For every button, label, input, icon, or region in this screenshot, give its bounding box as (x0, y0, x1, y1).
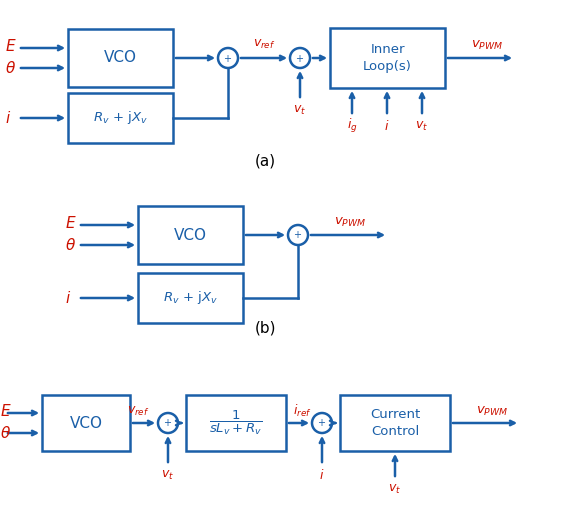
Text: $\theta$: $\theta$ (0, 425, 11, 441)
Circle shape (158, 413, 178, 433)
Text: $R_v$ + j$X_v$: $R_v$ + j$X_v$ (93, 109, 148, 127)
Text: $R_v$ + j$X_v$: $R_v$ + j$X_v$ (163, 289, 218, 306)
Text: Inner
Loop(s): Inner Loop(s) (363, 43, 412, 73)
Text: (a): (a) (254, 153, 275, 168)
Text: $+$: $+$ (224, 52, 232, 64)
Text: $i$: $i$ (5, 110, 11, 126)
Circle shape (290, 48, 310, 68)
Text: $E$: $E$ (5, 38, 17, 54)
Bar (68, 93, 173, 143)
Text: $\theta$: $\theta$ (65, 237, 76, 253)
Text: $i_g$: $i_g$ (347, 117, 357, 135)
Text: $\dfrac{1}{sL_v+R_v}$: $\dfrac{1}{sL_v+R_v}$ (209, 409, 263, 437)
Text: $v_{PWM}$: $v_{PWM}$ (476, 404, 508, 418)
Text: $v_t$: $v_t$ (293, 104, 307, 116)
Bar (186, 395, 286, 451)
Text: $E$: $E$ (65, 215, 77, 231)
Text: $v_t$: $v_t$ (415, 120, 429, 132)
Circle shape (288, 225, 308, 245)
Text: VCO: VCO (104, 50, 137, 66)
Text: $\theta$: $\theta$ (5, 60, 16, 76)
Text: (b): (b) (254, 321, 276, 336)
Circle shape (218, 48, 238, 68)
Bar (138, 273, 243, 323)
Text: $v_{ref}$: $v_{ref}$ (253, 37, 275, 51)
Text: $v_t$: $v_t$ (389, 482, 401, 496)
Bar (330, 28, 445, 88)
Bar (138, 206, 243, 264)
Text: $+$: $+$ (296, 52, 304, 64)
Bar (340, 395, 450, 451)
Text: $i_{ref}$: $i_{ref}$ (293, 403, 311, 419)
Text: $v_{ref}$: $v_{ref}$ (127, 404, 149, 418)
Circle shape (312, 413, 332, 433)
Text: VCO: VCO (174, 227, 207, 243)
Text: Current
Control: Current Control (370, 408, 420, 438)
Bar (68, 29, 173, 87)
Text: $+$: $+$ (317, 418, 327, 428)
Text: $v_{PWM}$: $v_{PWM}$ (334, 215, 366, 229)
Text: $E$: $E$ (0, 403, 12, 419)
Text: $i$: $i$ (65, 290, 71, 306)
Bar (42, 395, 130, 451)
Text: $v_t$: $v_t$ (162, 468, 174, 482)
Text: $+$: $+$ (163, 418, 173, 428)
Text: $i$: $i$ (384, 119, 390, 133)
Text: VCO: VCO (70, 416, 102, 430)
Text: $+$: $+$ (293, 229, 303, 241)
Text: $v_{PWM}$: $v_{PWM}$ (471, 38, 503, 51)
Text: $i$: $i$ (320, 468, 325, 482)
